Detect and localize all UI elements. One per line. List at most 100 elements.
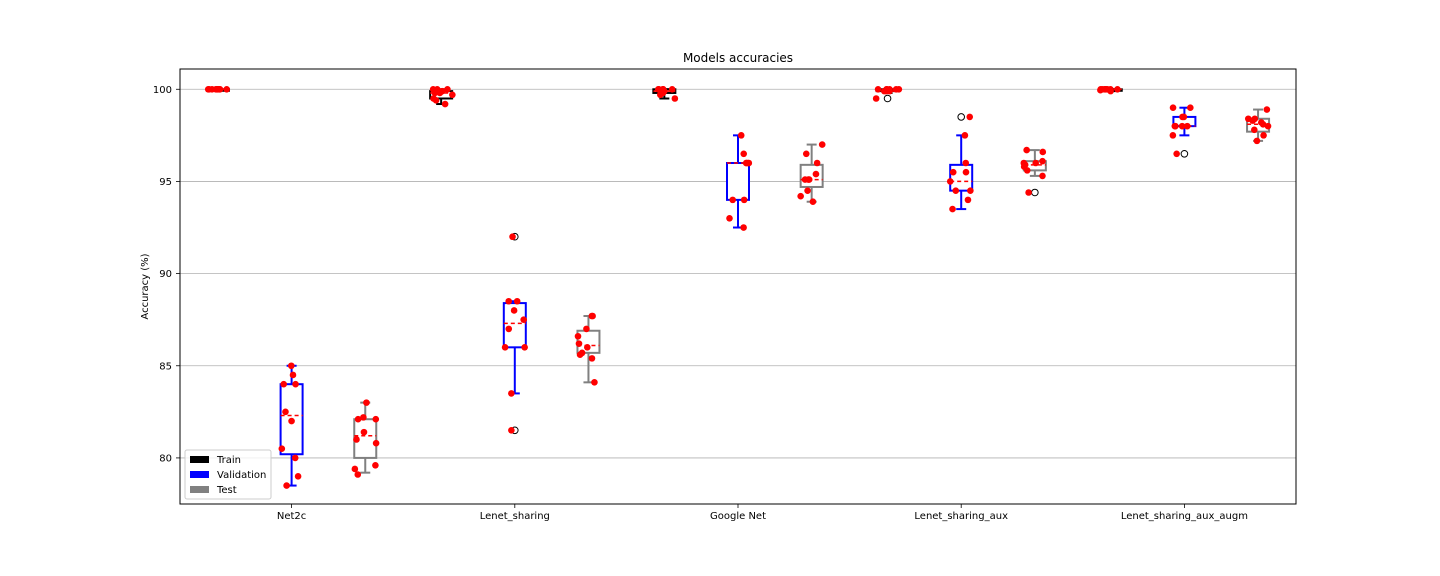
data-point bbox=[1025, 189, 1032, 196]
data-point bbox=[1179, 113, 1186, 121]
data-point bbox=[444, 85, 451, 93]
box-body bbox=[949, 163, 974, 192]
legend-swatch bbox=[190, 486, 209, 493]
data-point bbox=[1032, 159, 1040, 167]
data-point bbox=[1023, 146, 1030, 154]
data-point bbox=[212, 85, 220, 93]
data-point bbox=[1244, 115, 1252, 123]
data-point bbox=[967, 187, 974, 194]
data-point bbox=[654, 85, 662, 93]
y-tick-label: 85 bbox=[159, 361, 172, 372]
data-point bbox=[1260, 132, 1267, 139]
y-tick-label: 80 bbox=[159, 453, 172, 464]
x-tick-label: Lenet_sharing bbox=[480, 511, 550, 522]
data-point bbox=[805, 176, 813, 183]
data-point bbox=[872, 95, 880, 102]
data-point bbox=[1114, 85, 1121, 93]
legend: Train Validation Test bbox=[184, 449, 272, 500]
data-point bbox=[671, 95, 679, 102]
data-point bbox=[588, 312, 596, 320]
legend-swatch bbox=[190, 471, 209, 478]
data-point bbox=[1039, 172, 1046, 180]
data-point bbox=[521, 344, 528, 351]
data-point bbox=[962, 159, 970, 167]
data-point bbox=[946, 178, 954, 185]
legend-label: Validation bbox=[217, 470, 266, 481]
data-point bbox=[280, 380, 287, 388]
data-point bbox=[372, 439, 380, 447]
chart-title: Models accuracies bbox=[683, 51, 793, 65]
data-point bbox=[726, 215, 733, 222]
data-point bbox=[1169, 104, 1177, 112]
data-point bbox=[668, 85, 676, 93]
data-point bbox=[360, 414, 367, 421]
data-point bbox=[1253, 137, 1261, 145]
x-tick-label: Google Net bbox=[710, 511, 766, 522]
data-point bbox=[520, 316, 527, 323]
data-point bbox=[354, 471, 362, 478]
data-point bbox=[278, 445, 286, 453]
data-point bbox=[1039, 148, 1047, 156]
data-point bbox=[505, 297, 513, 305]
data-point bbox=[729, 196, 736, 204]
data-point bbox=[429, 85, 437, 93]
data-points bbox=[204, 85, 1272, 489]
data-point bbox=[288, 362, 295, 370]
outlier-marker bbox=[883, 94, 892, 103]
data-point bbox=[204, 85, 212, 93]
legend-label: Test bbox=[216, 485, 237, 496]
data-point bbox=[1257, 119, 1265, 126]
data-point bbox=[513, 297, 521, 305]
data-point bbox=[952, 187, 960, 194]
box-body bbox=[726, 162, 750, 201]
legend-label: Train bbox=[216, 455, 241, 466]
y-tick-label: 100 bbox=[153, 85, 172, 96]
data-point bbox=[802, 150, 810, 158]
data-point bbox=[430, 95, 437, 102]
data-point bbox=[804, 187, 811, 194]
box-test bbox=[576, 314, 601, 384]
data-point bbox=[797, 192, 804, 200]
data-point bbox=[883, 85, 891, 93]
x-tick-label: Lenet_sharing_aux bbox=[914, 511, 1008, 522]
data-point bbox=[584, 344, 591, 351]
data-point bbox=[351, 465, 359, 473]
data-point bbox=[1173, 150, 1180, 158]
data-point bbox=[812, 170, 820, 178]
data-point bbox=[964, 196, 972, 204]
data-point bbox=[363, 399, 370, 406]
y-axis-label: Accuracy (%) bbox=[140, 253, 151, 319]
data-point bbox=[289, 371, 297, 379]
data-point bbox=[291, 454, 299, 462]
data-point bbox=[1263, 106, 1271, 113]
box-body bbox=[799, 163, 824, 188]
data-point bbox=[505, 325, 513, 333]
data-point bbox=[438, 87, 446, 95]
data-point bbox=[813, 159, 821, 167]
data-point bbox=[441, 100, 449, 108]
data-point bbox=[501, 344, 509, 351]
outlier-marker bbox=[957, 113, 966, 121]
data-point bbox=[354, 415, 362, 423]
data-point bbox=[1187, 104, 1194, 112]
data-point bbox=[809, 198, 817, 206]
y-tick-label: 95 bbox=[159, 177, 172, 188]
data-point bbox=[740, 196, 748, 204]
data-point bbox=[961, 132, 969, 139]
data-point bbox=[578, 349, 586, 357]
data-point bbox=[1172, 122, 1179, 130]
data-point bbox=[1251, 115, 1259, 123]
data-point bbox=[508, 390, 515, 397]
data-point bbox=[949, 168, 957, 176]
data-point bbox=[283, 482, 290, 489]
data-point bbox=[737, 132, 745, 139]
data-point bbox=[575, 340, 583, 347]
data-point bbox=[223, 85, 230, 93]
data-point bbox=[743, 159, 750, 167]
data-point bbox=[583, 325, 590, 333]
data-point bbox=[1251, 126, 1258, 134]
x-tick-label: Net2c bbox=[277, 511, 306, 522]
data-point bbox=[591, 379, 598, 386]
data-point bbox=[588, 355, 596, 362]
